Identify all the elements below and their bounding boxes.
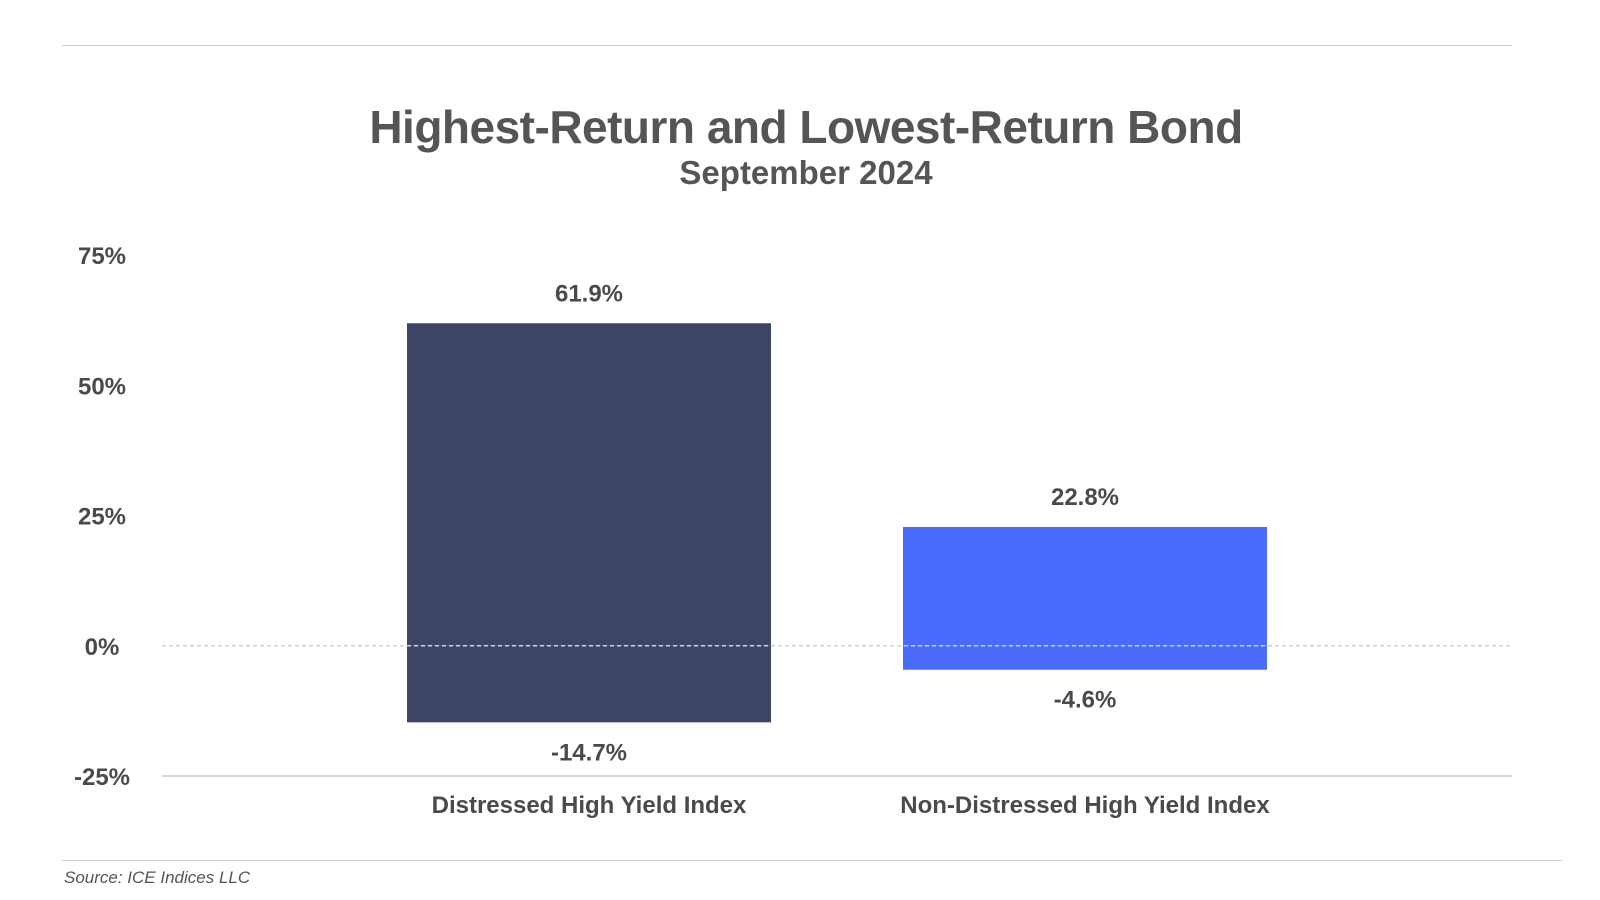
data-label: -4.6%: [1054, 687, 1117, 714]
bottom-divider: [62, 860, 1562, 861]
chart-subtitle: September 2024: [679, 154, 933, 191]
y-tick-label: 75%: [78, 243, 126, 270]
data-label: 22.8%: [1051, 484, 1119, 511]
bar: [903, 645, 1267, 670]
bar: [903, 526, 1267, 646]
chart-title: Highest-Return and Lowest-Return Bond: [369, 101, 1243, 153]
bar: [407, 645, 771, 723]
y-tick-label: 0%: [85, 634, 120, 661]
source-note: Source: ICE Indices LLC: [64, 868, 251, 887]
bar: [407, 323, 771, 646]
y-tick-label: 25%: [78, 504, 126, 531]
y-tick-label: -25%: [74, 764, 130, 791]
x-category-label: Non-Distressed High Yield Index: [900, 792, 1270, 819]
y-tick-label: 50%: [78, 373, 126, 400]
data-label: 61.9%: [555, 280, 623, 307]
x-category-label: Distressed High Yield Index: [432, 792, 747, 819]
data-label: -14.7%: [551, 739, 627, 766]
top-divider: [62, 45, 1512, 46]
